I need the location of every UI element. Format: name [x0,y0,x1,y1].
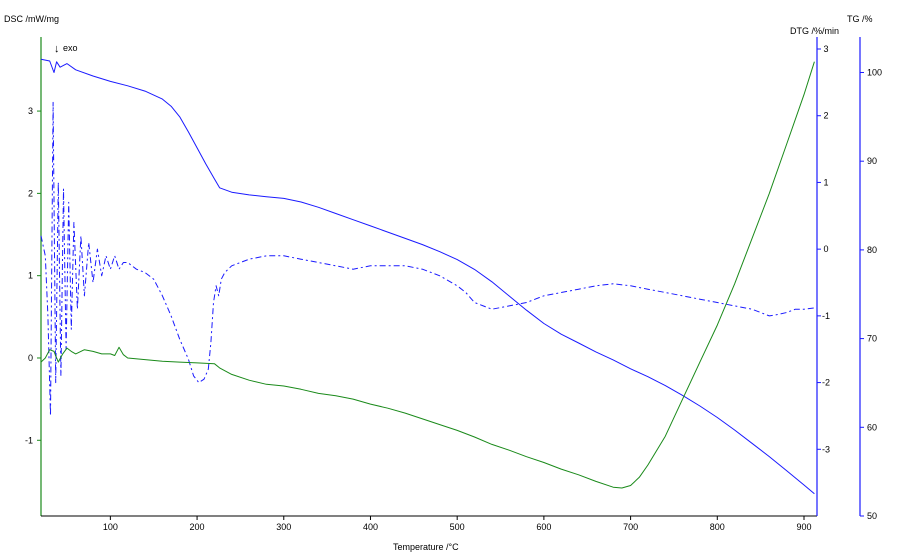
series-layer [40,58,815,495]
dtg-tick-label: 0 [823,244,828,254]
x-tick-label: 500 [450,522,465,532]
tg-axis-label: TG /% [847,14,873,24]
dsc-tick-label: 0 [28,353,33,363]
x-tick-label: 900 [796,522,811,532]
tg-tick-label: 80 [867,245,877,255]
dtg-axis-label: DTG /%/min [790,26,839,36]
dtg-tick-label: -3 [822,444,830,454]
exo-annotation: exo [63,43,78,53]
dsc-axis-label: DSC /mW/mg [4,14,59,24]
x-tick-label: 100 [103,522,118,532]
x-tick-label: 800 [710,522,725,532]
x-tick-label: 200 [190,522,205,532]
exo-arrow-icon: ↓ [54,43,60,55]
tg-curve [40,58,815,495]
ticks-layer: 100 200 300 400 500 600 700 800 900 -1 0 1 2 3 -3 -2 -1 0… [25,44,882,532]
tg-tick-label: 50 [867,511,877,521]
x-tick-label: 400 [363,522,378,532]
dtg-tick-label: -1 [822,311,830,321]
x-axis-label: Temperature /°C [393,542,459,552]
tg-tick-label: 60 [867,422,877,432]
dsc-tick-label: -1 [25,435,33,445]
dsc-curve [40,61,815,489]
dtg-tick-label: 1 [823,177,828,187]
dsc-tick-label: 1 [28,271,33,281]
dtg-curve [40,101,815,417]
x-tick-label: 600 [536,522,551,532]
dsc-tick-label: 3 [28,106,33,116]
tg-tick-label: 70 [867,334,877,344]
x-tick-label: 300 [276,522,291,532]
dtg-tick-label: -2 [822,378,830,388]
dtg-tick-label: 3 [823,44,828,54]
tg-tick-label: 100 [867,67,882,77]
x-tick-label: 700 [623,522,638,532]
dsc-tick-label: 2 [28,188,33,198]
tg-tick-label: 90 [867,156,877,166]
dtg-tick-label: 2 [823,111,828,121]
